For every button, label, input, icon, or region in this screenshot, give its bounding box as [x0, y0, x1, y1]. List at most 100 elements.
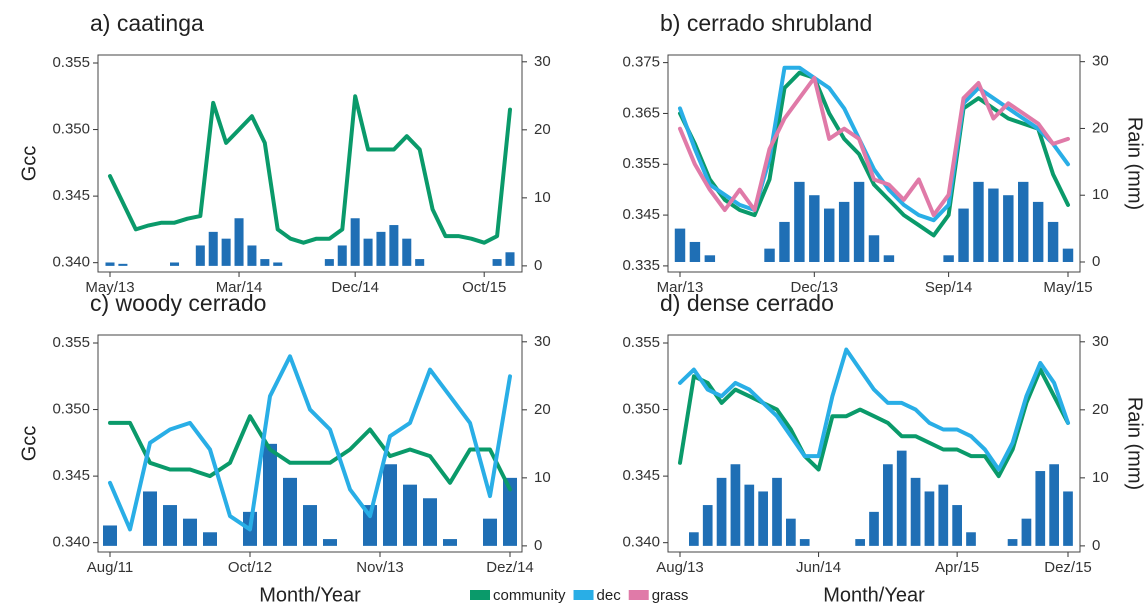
- legend-label: grass: [652, 587, 689, 604]
- x-tick-label: Dez/15: [1044, 559, 1092, 576]
- rain-bar: [730, 464, 741, 546]
- y2-tick-label: 0: [534, 537, 542, 554]
- plot-frame: [667, 334, 1081, 553]
- rain-bar: [1035, 471, 1046, 546]
- rain-bar: [786, 518, 796, 546]
- y2-tick-label: 10: [1092, 469, 1109, 486]
- rain-bar: [208, 231, 218, 266]
- y-tick-label: 0.340: [52, 254, 90, 271]
- rain-bar: [337, 245, 347, 266]
- gcc-line: [678, 75, 1070, 218]
- y-axis-label: Gcc: [18, 426, 40, 462]
- panel-title: b) cerrado shrubland: [660, 10, 872, 36]
- rain-bar: [855, 539, 865, 546]
- rain-bar: [273, 262, 283, 266]
- legend-label: community: [493, 587, 566, 604]
- x-tick-label: Mar/14: [216, 279, 263, 296]
- y-tick-label: 0.350: [622, 401, 660, 418]
- panel-title: d) dense cerrado: [660, 290, 834, 316]
- rain-bar: [1007, 539, 1018, 546]
- rain-bar: [170, 262, 180, 266]
- legend-label: dec: [597, 587, 622, 604]
- y2-tick-label: 0: [534, 257, 542, 274]
- y2-tick-label: 20: [1092, 119, 1109, 136]
- rain-bar: [799, 539, 810, 546]
- rain-bar: [350, 218, 360, 266]
- rain-bar: [772, 477, 782, 546]
- rain-bar: [1063, 491, 1073, 546]
- rain-bar: [1062, 248, 1074, 262]
- rain-bar: [973, 181, 984, 262]
- y2-tick-label: 10: [1092, 186, 1109, 203]
- panel: c) woody cerrado Gcc Month/Year 0.340 0.345 0…: [18, 290, 550, 606]
- rain-bar: [503, 477, 517, 546]
- rain-bar: [779, 221, 790, 262]
- y-tick-label: 0.345: [52, 467, 90, 484]
- plot-frame: [667, 54, 1081, 273]
- rain-bar: [105, 262, 115, 266]
- rain-bar: [794, 181, 805, 262]
- y2-tick-label: 0: [1092, 253, 1100, 270]
- panel: a) caatinga Gcc 0.340 0.345 0.350 0.355 0 10 20 3…: [18, 10, 550, 296]
- rain-bar: [183, 518, 197, 546]
- rain-bar: [824, 208, 835, 262]
- rain-bar: [221, 238, 231, 266]
- rain-bar: [938, 484, 949, 546]
- gcc-line: [678, 65, 1070, 223]
- rain-bar: [853, 181, 865, 262]
- legend: community dec grass: [470, 587, 688, 604]
- rain-bar: [234, 218, 244, 266]
- panel-title: c) woody cerrado: [90, 290, 266, 316]
- rain-bar: [1047, 221, 1059, 262]
- x-tick-label: May/13: [85, 279, 134, 296]
- y-tick-label: 0.355: [622, 334, 660, 351]
- rain-bar: [966, 532, 976, 546]
- rain-bar: [896, 450, 907, 546]
- y-tick-label: 0.365: [622, 104, 660, 121]
- rain-bar: [415, 259, 425, 266]
- rain-bar: [1021, 518, 1032, 546]
- rain-bar: [505, 252, 515, 266]
- rain-bar: [195, 245, 205, 266]
- rain-bar: [1032, 201, 1044, 262]
- x-tick-label: Sep/14: [925, 279, 973, 296]
- rain-bar: [988, 188, 999, 262]
- rain-bar: [744, 484, 755, 546]
- x-tick-label: Oct/15: [462, 279, 506, 296]
- x-axis-label: Month/Year: [823, 584, 925, 606]
- rain-bar: [868, 235, 880, 262]
- rain-bar: [704, 255, 716, 262]
- gcc-line: [678, 367, 1070, 479]
- rain-bar: [689, 532, 699, 546]
- y2-axis-label: Rain (mm): [1124, 397, 1146, 490]
- rain-bar: [674, 228, 686, 262]
- rain-bar: [869, 511, 879, 546]
- panel: d) dense cerrado Rain (mm) Month/Year 0.340…: [622, 290, 1145, 606]
- rain-bar: [1003, 195, 1014, 262]
- x-axis-label: Month/Year: [259, 584, 361, 606]
- legend-swatch: [470, 590, 490, 600]
- rain-bar: [163, 505, 177, 546]
- x-tick-label: Apr/15: [935, 559, 979, 576]
- y2-axis-label: Rain (mm): [1124, 117, 1146, 210]
- rain-bar: [758, 491, 768, 546]
- rain-bar: [363, 505, 377, 546]
- y2-tick-label: 30: [534, 53, 551, 70]
- y2-tick-label: 20: [534, 401, 551, 418]
- rain-bar: [764, 248, 775, 262]
- x-tick-label: Nov/13: [356, 559, 404, 576]
- rain-bar: [323, 539, 337, 546]
- rain-bar: [492, 259, 502, 266]
- rain-bar: [403, 484, 417, 546]
- y2-tick-label: 20: [534, 121, 551, 138]
- plot-frame: [97, 334, 523, 553]
- legend-swatch: [573, 590, 594, 600]
- x-tick-label: Jun/14: [796, 559, 841, 576]
- rain-bar: [402, 238, 412, 266]
- rain-bar: [702, 505, 713, 546]
- rain-bar: [716, 477, 727, 546]
- gcc-line: [108, 414, 512, 492]
- y2-tick-label: 30: [534, 333, 551, 350]
- panel-title: a) caatinga: [90, 10, 204, 36]
- rain-bar: [303, 505, 317, 546]
